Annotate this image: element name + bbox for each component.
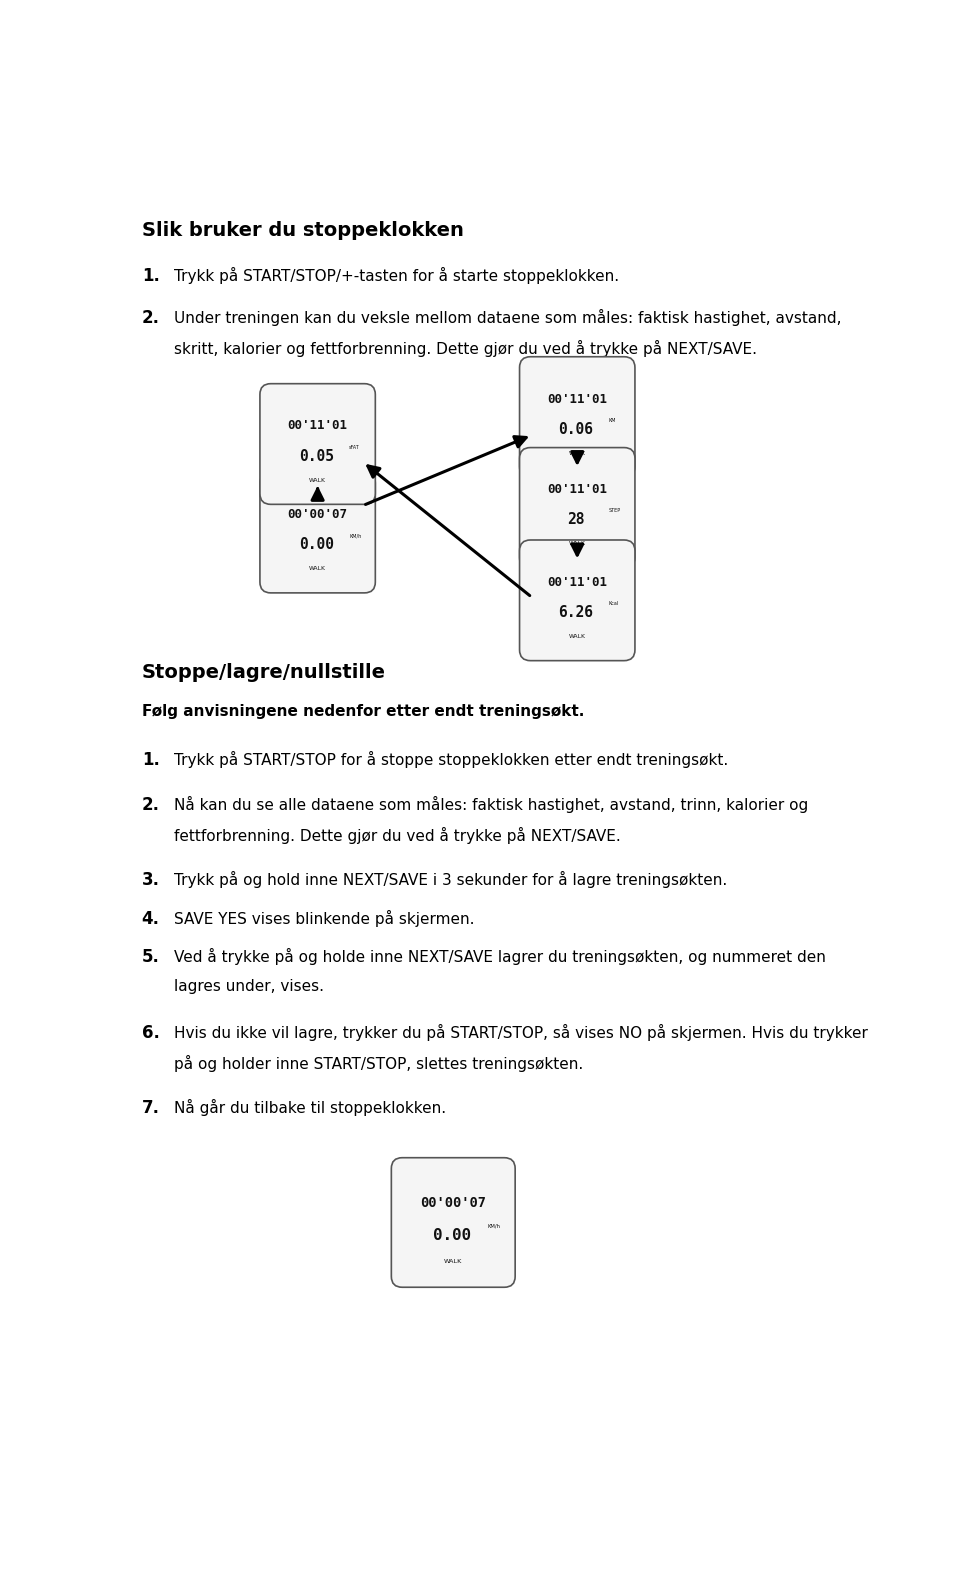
Text: Trykk på START/STOP for å stoppe stoppeklokken etter endt treningsøkt.: Trykk på START/STOP for å stoppe stoppek… bbox=[175, 752, 729, 767]
FancyBboxPatch shape bbox=[519, 358, 635, 477]
Text: Stoppe/lagre/nullstille: Stoppe/lagre/nullstille bbox=[142, 664, 386, 682]
Text: Kcal: Kcal bbox=[609, 601, 619, 605]
Text: Nå går du tilbake til stoppeklokken.: Nå går du tilbake til stoppeklokken. bbox=[175, 1100, 446, 1117]
Text: KM: KM bbox=[609, 418, 616, 423]
Text: på og holder inne START/STOP, slettes treningsøkten.: på og holder inne START/STOP, slettes tr… bbox=[175, 1055, 584, 1071]
Text: Under treningen kan du veksle mellom dataene som måles: faktisk hastighet, avsta: Under treningen kan du veksle mellom dat… bbox=[175, 310, 842, 326]
Text: WALK: WALK bbox=[309, 566, 326, 570]
Text: Trykk på START/STOP/+-tasten for å starte stoppeklokken.: Trykk på START/STOP/+-tasten for å start… bbox=[175, 267, 619, 284]
Text: WALK: WALK bbox=[568, 451, 586, 456]
Text: 00'00'07: 00'00'07 bbox=[420, 1197, 487, 1209]
Text: 6.26: 6.26 bbox=[559, 605, 593, 620]
Text: SAVE YES vises blinkende på skjermen.: SAVE YES vises blinkende på skjermen. bbox=[175, 910, 475, 926]
FancyBboxPatch shape bbox=[260, 472, 375, 593]
Text: WALK: WALK bbox=[568, 542, 586, 547]
Text: Slik bruker du stoppeklokken: Slik bruker du stoppeklokken bbox=[142, 221, 464, 240]
Text: 1.: 1. bbox=[142, 752, 159, 769]
Text: 00'11'01: 00'11'01 bbox=[288, 419, 348, 432]
Text: Nå kan du se alle dataene som måles: faktisk hastighet, avstand, trinn, kalorier: Nå kan du se alle dataene som måles: fak… bbox=[175, 796, 808, 814]
Text: 6.: 6. bbox=[142, 1023, 159, 1042]
Text: 00'11'01: 00'11'01 bbox=[547, 483, 608, 496]
Text: Trykk på og hold inne NEXT/SAVE i 3 sekunder for å lagre treningsøkten.: Trykk på og hold inne NEXT/SAVE i 3 seku… bbox=[175, 871, 728, 888]
FancyBboxPatch shape bbox=[392, 1158, 516, 1287]
Text: KM/h: KM/h bbox=[488, 1224, 500, 1228]
Text: 2.: 2. bbox=[142, 310, 159, 327]
Text: Ved å trykke på og holde inne NEXT/SAVE lagrer du treningsøkten, og nummeret den: Ved å trykke på og holde inne NEXT/SAVE … bbox=[175, 949, 827, 966]
FancyBboxPatch shape bbox=[519, 448, 635, 569]
Text: 00'11'01: 00'11'01 bbox=[547, 392, 608, 405]
Text: 0.06: 0.06 bbox=[559, 421, 593, 437]
Text: fettforbrenning. Dette gjør du ved å trykke på NEXT/SAVE.: fettforbrenning. Dette gjør du ved å try… bbox=[175, 826, 621, 844]
Text: skritt, kalorier og fettforbrenning. Dette gjør du ved å trykke på NEXT/SAVE.: skritt, kalorier og fettforbrenning. Det… bbox=[175, 340, 757, 358]
Text: 28: 28 bbox=[567, 512, 585, 528]
Text: KM/h: KM/h bbox=[349, 532, 361, 539]
Text: 2.: 2. bbox=[142, 796, 159, 814]
Text: lagres under, vises.: lagres under, vises. bbox=[175, 979, 324, 995]
Text: 4.: 4. bbox=[142, 910, 159, 928]
Text: 7.: 7. bbox=[142, 1100, 159, 1117]
Text: 00'00'07: 00'00'07 bbox=[288, 508, 348, 521]
Text: 3.: 3. bbox=[142, 871, 159, 890]
Text: 1.: 1. bbox=[142, 267, 159, 284]
FancyBboxPatch shape bbox=[260, 383, 375, 504]
Text: Hvis du ikke vil lagre, trykker du på START/STOP, så vises NO på skjermen. Hvis : Hvis du ikke vil lagre, trykker du på ST… bbox=[175, 1023, 868, 1041]
Text: 0.00: 0.00 bbox=[299, 537, 334, 551]
Text: 00'11'01: 00'11'01 bbox=[547, 575, 608, 590]
Text: Følg anvisningene nedenfor etter endt treningsøkt.: Følg anvisningene nedenfor etter endt tr… bbox=[142, 704, 584, 718]
Text: WALK: WALK bbox=[568, 634, 586, 639]
Text: WALK: WALK bbox=[444, 1258, 463, 1265]
Text: 0.00: 0.00 bbox=[433, 1228, 471, 1243]
Text: 5.: 5. bbox=[142, 949, 159, 966]
Text: STEP: STEP bbox=[609, 508, 621, 513]
Text: 0.05: 0.05 bbox=[299, 448, 334, 464]
FancyBboxPatch shape bbox=[519, 540, 635, 661]
Text: WALK: WALK bbox=[309, 478, 326, 483]
Text: sFAT: sFAT bbox=[349, 445, 360, 450]
